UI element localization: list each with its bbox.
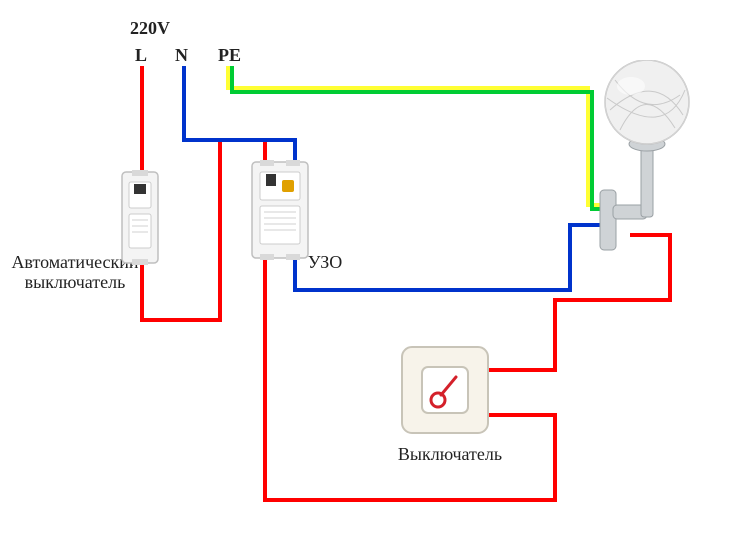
- wiring-diagram: { "diagram": { "type": "network", "backg…: [0, 0, 730, 533]
- wire-L-breaker-to-rcd: [142, 140, 265, 320]
- wall-switch-icon: [400, 345, 490, 435]
- wall-lamp-icon: [585, 60, 705, 280]
- wire-N-rcd-to-lamp: [295, 225, 612, 290]
- circuit-breaker-icon: [120, 170, 160, 265]
- wire-N-supply-to-rcd: [184, 66, 295, 160]
- rcd-icon: [250, 160, 310, 260]
